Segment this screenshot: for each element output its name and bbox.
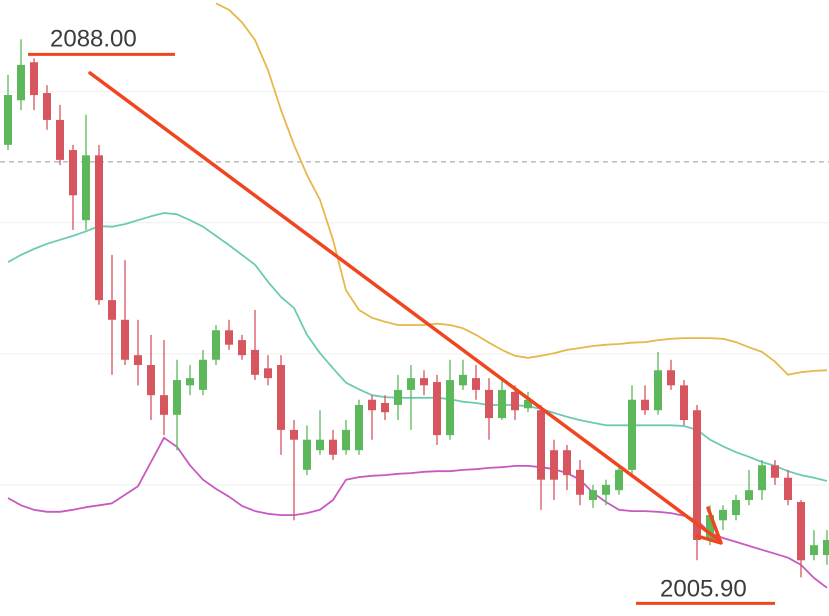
candle-body [511, 391, 519, 411]
candle-body [433, 382, 441, 436]
candle-body [160, 395, 168, 415]
price-label: 2005.90 [660, 576, 747, 603]
candle-body [589, 490, 597, 501]
candle-body [394, 389, 402, 405]
candle-body [212, 330, 220, 360]
candle-body [303, 439, 311, 470]
candle-body [4, 95, 12, 145]
candle-body [329, 439, 337, 455]
candles [4, 39, 829, 578]
candle-body [381, 403, 389, 413]
candle-body [108, 300, 116, 320]
candle-body [823, 539, 829, 556]
candle-body [758, 465, 766, 491]
candle-body [17, 64, 25, 101]
candle-body [82, 155, 90, 221]
candle-body [225, 330, 233, 345]
candle-body [69, 150, 77, 196]
candle-body [407, 378, 415, 390]
candle-body [537, 410, 545, 480]
candle-body [719, 509, 727, 521]
trend-arrow [88, 71, 723, 545]
candle-body [238, 340, 246, 356]
candle-body [615, 469, 623, 491]
candle-body [446, 380, 454, 436]
candle-body [667, 370, 675, 386]
candle-body [706, 515, 714, 540]
price-label: 2088.00 [50, 26, 137, 53]
candle-body [95, 155, 103, 301]
candle-body [199, 359, 207, 390]
candle-body [745, 490, 753, 501]
candle-body [186, 378, 194, 386]
candle-body [459, 374, 467, 386]
candle-body [264, 368, 272, 379]
candle-body [43, 93, 51, 120]
arrow-head [695, 506, 723, 545]
candle-body [628, 399, 636, 470]
candle-body [641, 399, 649, 411]
band-line [7, 436, 828, 589]
candle-body [784, 477, 792, 501]
band-line [7, 212, 828, 482]
annotations: 2088.00 2005.90 [28, 26, 775, 605]
candle-body [576, 469, 584, 495]
candle-body [797, 501, 805, 561]
candle-body [147, 365, 155, 396]
candle-body [173, 380, 181, 415]
candle-body [56, 119, 64, 160]
candle-body [693, 410, 701, 540]
candle-body [277, 365, 285, 430]
bands [7, 2, 828, 589]
candle-body [498, 389, 506, 419]
candle-body [654, 370, 662, 411]
candle-body [290, 429, 298, 440]
candle-body [368, 399, 376, 411]
band-line [215, 2, 828, 376]
candle-body [680, 385, 688, 421]
candle-body [732, 500, 740, 516]
candle-body [420, 378, 428, 386]
candle-body [316, 439, 324, 451]
candle-body [134, 355, 142, 366]
candle-body [121, 319, 129, 360]
candle-body [771, 465, 779, 478]
candle-body [485, 389, 493, 419]
candle-body [355, 404, 363, 451]
candle-body [342, 429, 350, 451]
candle-body [472, 378, 480, 390]
candle-body [602, 484, 610, 495]
candle-body [550, 450, 558, 480]
candle-body [563, 450, 571, 476]
candle-body [524, 399, 532, 409]
candle-body [30, 62, 38, 96]
candle-body [251, 349, 259, 375]
candle-body [810, 545, 818, 556]
arrow-line [88, 71, 722, 543]
